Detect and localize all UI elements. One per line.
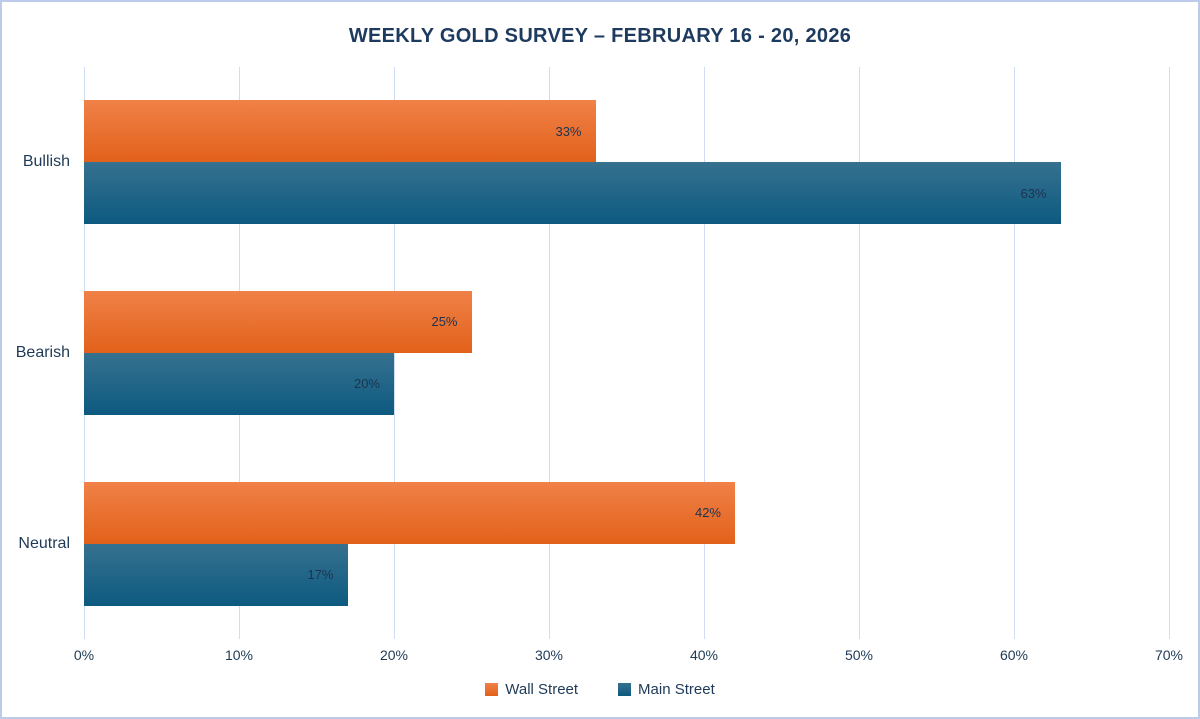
x-tick-label: 0% — [73, 647, 95, 663]
bar-wall-street-neutral: 42% — [84, 481, 735, 544]
legend-item-main-street: Main Street — [618, 681, 715, 698]
category-row-neutral: Neutral 42% 17% — [18, 448, 1169, 639]
legend-label-main-street: Main Street — [638, 681, 715, 698]
category-label-bullish: Bullish — [22, 153, 70, 171]
bar-wall-street-bearish: 25% — [84, 290, 472, 353]
gridline — [1014, 67, 1015, 639]
x-tick-label: 50% — [844, 647, 874, 663]
category-label-neutral: Neutral — [18, 534, 70, 552]
gridline — [549, 67, 550, 639]
gridline — [704, 67, 705, 639]
legend-swatch-wall-street — [485, 683, 499, 696]
bar-wall-street-bullish: 33% — [84, 100, 596, 163]
x-tick-label: 40% — [689, 647, 719, 663]
category-row-bearish: Bearish 25% 20% — [16, 258, 1169, 449]
category-row-bullish: Bullish 33% 63% — [23, 67, 1169, 258]
gridline — [394, 67, 395, 639]
legend-item-wall-street: Wall Street — [485, 681, 578, 698]
x-tick-label: 70% — [1154, 647, 1184, 663]
bar-value-label: 25% — [431, 314, 458, 330]
legend-swatch-main-street — [618, 683, 632, 696]
legend-label-wall-street: Wall Street — [505, 681, 579, 698]
plot-area: Bullish 33% 63% Bearish 25% 20% Neutral 42% 17% — [16, 67, 1170, 639]
x-tick-label: 60% — [999, 647, 1029, 663]
bar-main-street-bullish: 63% — [84, 162, 1061, 225]
bar-value-label: 33% — [555, 123, 582, 139]
bar-main-street-neutral: 17% — [84, 543, 348, 606]
x-tick-label: 20% — [379, 647, 409, 663]
gridline — [859, 67, 860, 639]
bar-value-label: 20% — [353, 376, 380, 392]
bar-value-label: 63% — [1020, 185, 1047, 201]
bar-value-label: 42% — [694, 505, 721, 521]
chart-title: WEEKLY GOLD SURVEY – FEBRUARY 16 - 20, 2… — [348, 25, 852, 47]
x-axis-ticks: 0% 10% 20% 30% 40% 50% 60% 70% — [74, 647, 1183, 669]
x-tick-label: 30% — [534, 647, 564, 663]
category-label-bearish: Bearish — [15, 343, 70, 361]
legend: Wall Street Main Street — [2, 681, 1198, 698]
bar-value-label: 17% — [307, 567, 334, 583]
x-tick-label: 10% — [224, 647, 254, 663]
gridline — [1169, 67, 1170, 639]
bar-main-street-bearish: 20% — [84, 352, 394, 415]
